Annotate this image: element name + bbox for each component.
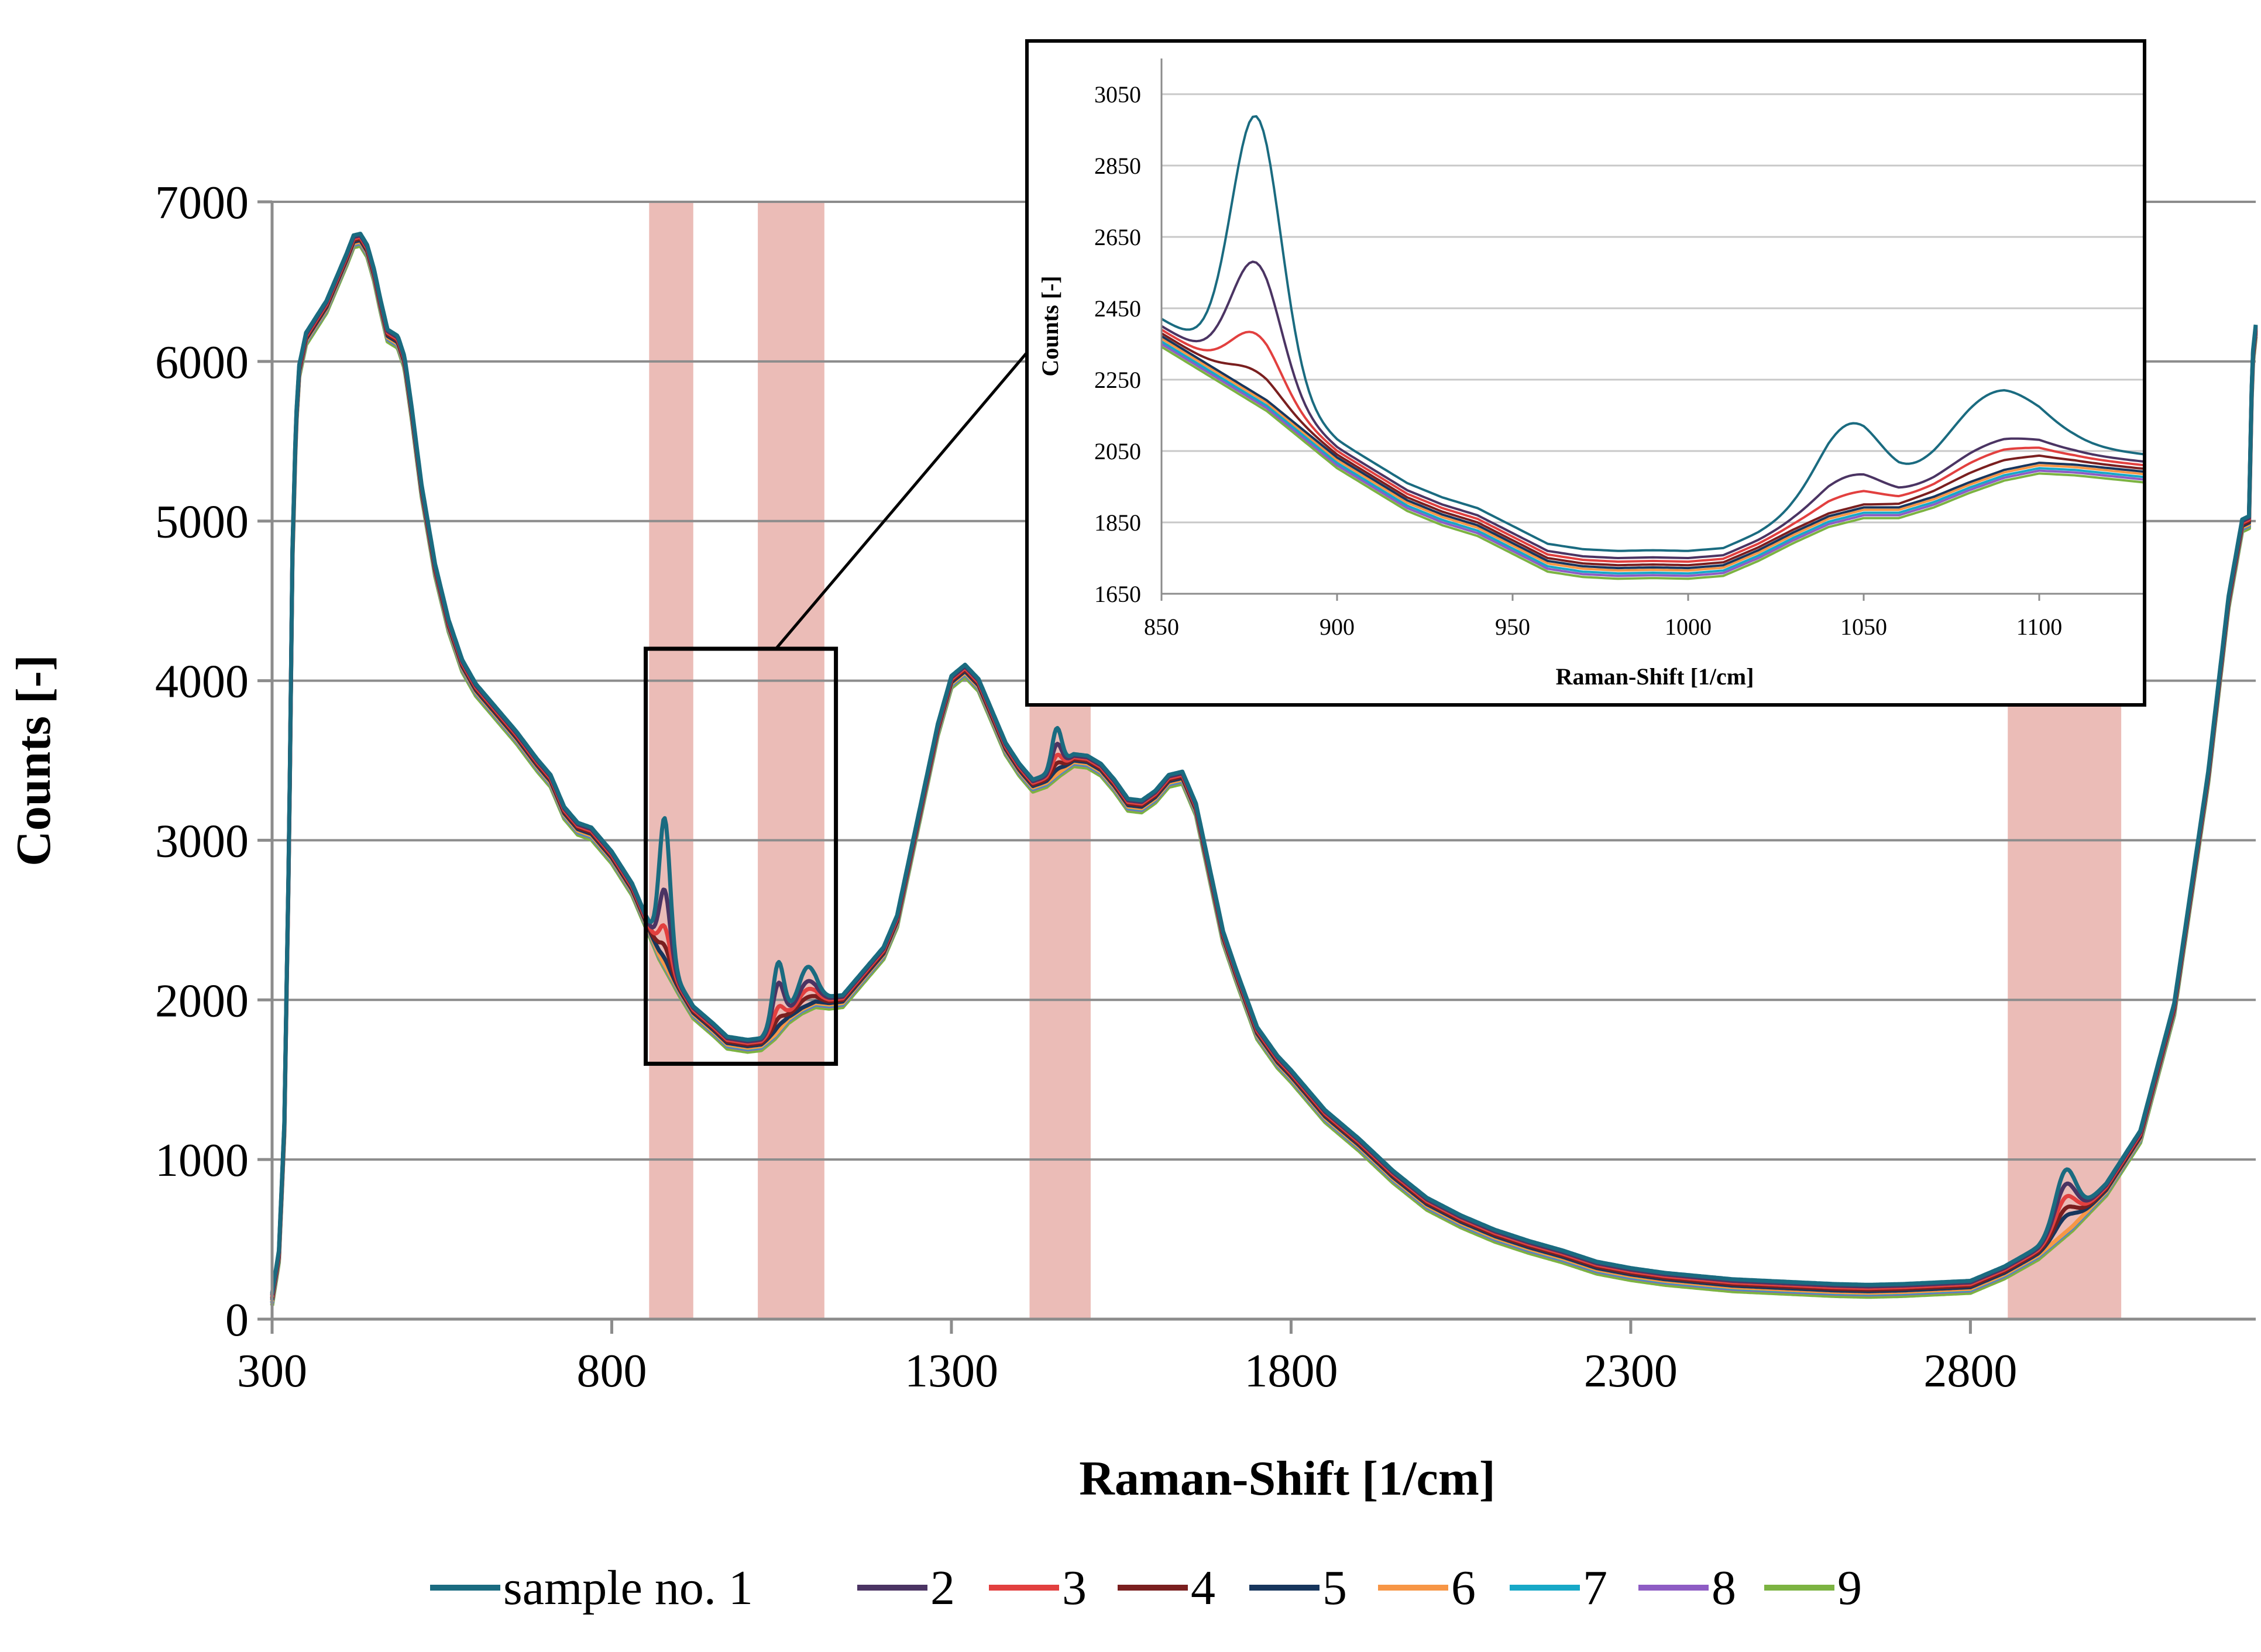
y-tick-label: 0	[225, 1295, 249, 1346]
inset-series-line	[1160, 115, 2145, 552]
inset-y-tick-label: 2250	[1094, 367, 1141, 393]
inset-x-axis-title: Raman-Shift [1/cm]	[1556, 663, 1754, 690]
inset-series-line	[1160, 338, 2145, 572]
inset-series-line	[1160, 332, 2145, 567]
inset-gridlines	[1162, 93, 2145, 524]
x-tick-label: 800	[576, 1345, 647, 1397]
x-tick-label: 2300	[1584, 1345, 1678, 1397]
inset-x-tick-label: 1100	[2016, 614, 2063, 640]
y-tick-label: 3000	[155, 815, 249, 867]
zoom-connector	[775, 341, 1037, 650]
x-tick-label: 2800	[1923, 1345, 2017, 1397]
inset-y-tick-label: 3050	[1094, 81, 1141, 108]
inset-series-line	[1160, 340, 2145, 575]
inset-series-line	[1160, 328, 2145, 563]
inset-y-tick-labels: 1650 1850 2050 2250 2450 2650 2850 3050	[1094, 81, 1141, 607]
main-y-tick-labels: 0 1000 2000 3000 4000 5000 6000 7000	[155, 177, 249, 1346]
legend-label: sample no. 1	[503, 1561, 753, 1615]
inset-series-line	[1160, 343, 2145, 577]
legend-label: 7	[1583, 1561, 1607, 1615]
inset-y-axis-title: Counts [-]	[1037, 276, 1063, 376]
zoom-indicator	[644, 341, 1037, 1066]
y-tick-label: 7000	[155, 177, 249, 229]
y-tick-label: 2000	[155, 975, 249, 1027]
inset-y-tick-label: 2650	[1094, 224, 1141, 250]
inset-x-tick-label: 1050	[1840, 614, 1887, 640]
inset-frame	[1025, 39, 2146, 707]
inset-chart: 1650 1850 2050 2250 2450 2650 2850 3050 850 900 9…	[1025, 39, 2146, 707]
inset-y-tick-label: 2050	[1094, 438, 1141, 464]
main-axes	[257, 200, 2256, 1334]
x-tick-label: 1800	[1244, 1345, 1338, 1397]
inset-x-tick-label: 950	[1495, 614, 1530, 640]
inset-y-tick-label: 1650	[1094, 581, 1141, 607]
inset-y-tick-label: 2450	[1094, 295, 1141, 322]
legend-label: 5	[1322, 1561, 1347, 1615]
legend-label: 8	[1712, 1561, 1736, 1615]
y-tick-label: 4000	[155, 656, 249, 708]
legend-label: 3	[1062, 1561, 1087, 1615]
main-series-lines	[270, 232, 2258, 1306]
inset-series-line	[1160, 346, 2145, 580]
legend-label: 4	[1191, 1561, 1215, 1615]
main-x-axis-title: Raman-Shift [1/cm]	[1079, 1451, 1496, 1506]
highlight-band	[649, 202, 693, 1319]
inset-series-line	[1160, 335, 2145, 570]
inset-x-tick-label: 1000	[1665, 614, 1712, 640]
inset-x-tick-labels: 850 900 950 1000 1050 1100	[1144, 614, 2062, 640]
y-tick-label: 1000	[155, 1135, 249, 1186]
highlight-band	[758, 202, 824, 1319]
y-tick-label: 6000	[155, 337, 249, 388]
series-line	[270, 232, 2258, 1294]
inset-y-tick-label: 1850	[1094, 510, 1141, 536]
main-y-axis-title: Counts [-]	[6, 655, 61, 866]
inset-y-tick-label: 2850	[1094, 153, 1141, 179]
legend-label: 9	[1837, 1561, 1862, 1615]
legend: sample no. 1 2 3 4 5 6 7 8 9	[430, 1561, 1862, 1615]
x-tick-label: 300	[237, 1345, 307, 1397]
inset-background	[1027, 41, 2145, 705]
inset-x-tick-label: 900	[1320, 614, 1355, 640]
main-x-tick-labels: 300 800 1300 1800 2300 2800	[237, 1345, 2017, 1397]
inset-x-tick-label: 850	[1144, 614, 1179, 640]
x-tick-label: 1300	[905, 1345, 998, 1397]
y-tick-label: 5000	[155, 497, 249, 548]
legend-label: 6	[1451, 1561, 1476, 1615]
legend-label: 2	[930, 1561, 955, 1615]
inset-series-lines	[1160, 115, 2145, 580]
inset-axes	[1160, 58, 2145, 601]
zoom-box	[644, 646, 839, 1066]
inset-series-line	[1160, 260, 2145, 559]
